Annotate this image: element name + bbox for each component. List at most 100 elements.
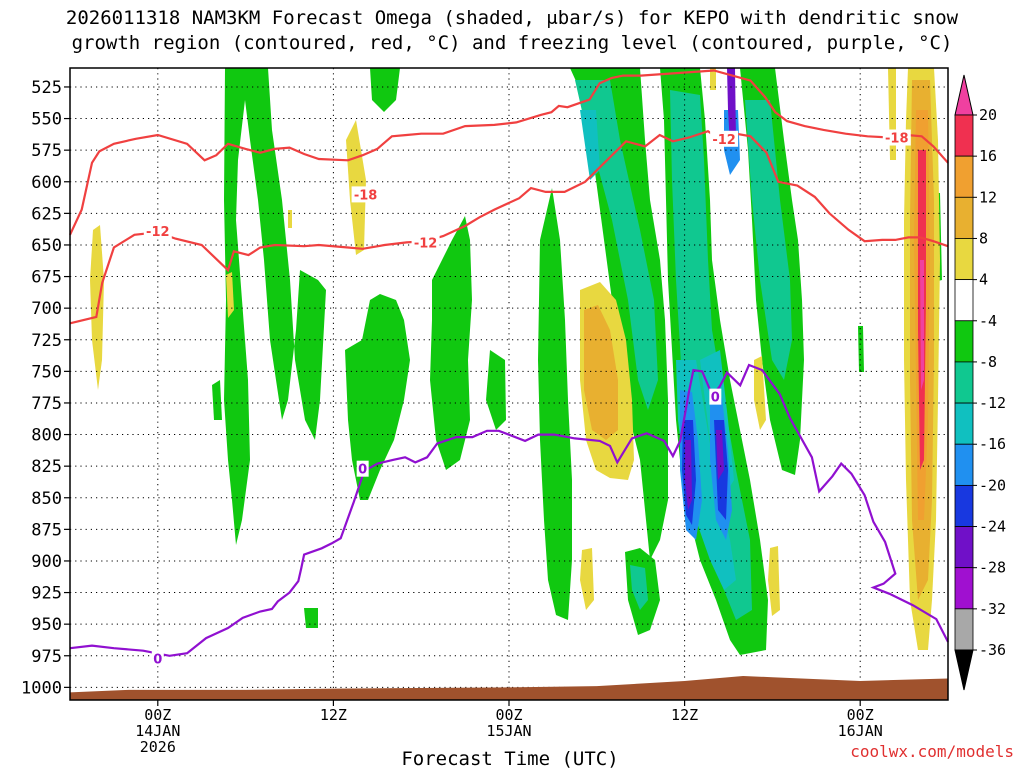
y-tick-label: 825 bbox=[31, 457, 62, 477]
colorbar-bottom-cap bbox=[954, 649, 974, 691]
credit-text: coolwx.com/models bbox=[850, 742, 1014, 761]
omega-shading-max-negative bbox=[685, 68, 736, 510]
shade-patch bbox=[710, 68, 716, 90]
omega-shading-max-positive bbox=[920, 260, 924, 390]
shade-patch bbox=[345, 294, 410, 500]
y-tick-label: 725 bbox=[31, 331, 62, 351]
x-axis-label: Forecast Time (UTC) bbox=[401, 748, 618, 768]
pressure-grid bbox=[70, 68, 948, 700]
y-tick-label: 875 bbox=[31, 520, 62, 540]
colorbar-label: -28 bbox=[979, 559, 1006, 577]
shade-patch bbox=[212, 380, 222, 420]
shade-patch bbox=[486, 350, 506, 430]
chart-title-line2: growth region (contoured, red, °C) and f… bbox=[72, 32, 953, 54]
colorbar-label: -32 bbox=[979, 600, 1006, 618]
y-tick-label: 575 bbox=[31, 141, 62, 161]
x-tick-label: 15JAN bbox=[486, 722, 531, 740]
contour-label: -18 bbox=[354, 188, 378, 203]
y-tick-label: 750 bbox=[31, 362, 62, 382]
y-tick-label: 525 bbox=[31, 78, 62, 98]
x-tick-label: 16JAN bbox=[838, 722, 883, 740]
contour-label: 0 bbox=[358, 463, 367, 478]
colorbar-label: 16 bbox=[979, 147, 997, 165]
x-tick-label: 2026 bbox=[140, 738, 176, 756]
colorbar-bin bbox=[954, 361, 974, 404]
shade-patch bbox=[858, 326, 864, 372]
y-axis-ticks: 525 550 575 600 625 650 675 700 725 750 775 800 825 8… bbox=[21, 78, 70, 698]
colorbar-label: -16 bbox=[979, 435, 1006, 453]
terrain-fill bbox=[70, 676, 948, 700]
x-tick-label: 12Z bbox=[320, 706, 347, 724]
y-tick-label: 625 bbox=[31, 204, 62, 224]
shade-patch bbox=[304, 608, 318, 628]
shade-patch bbox=[580, 548, 594, 610]
y-tick-label: 550 bbox=[31, 110, 62, 130]
contour-label-bg bbox=[882, 129, 911, 146]
shade-patch bbox=[224, 68, 326, 545]
colorbar-label: 20 bbox=[979, 106, 997, 124]
shade-patch bbox=[754, 356, 766, 430]
terrain bbox=[70, 676, 948, 700]
colorbar-bin bbox=[954, 238, 974, 281]
y-tick-label: 1000 bbox=[21, 678, 62, 698]
contour-label-bg bbox=[710, 130, 739, 147]
y-tick-label: 650 bbox=[31, 236, 62, 256]
colorbar-bin bbox=[954, 443, 974, 486]
x-tick-label: 00Z bbox=[847, 706, 874, 724]
colorbar-bin bbox=[954, 526, 974, 569]
omega-shading-weak-negative bbox=[212, 68, 942, 655]
contour-label-bg bbox=[351, 186, 380, 203]
x-tick-label: 14JAN bbox=[135, 722, 180, 740]
shade-patch bbox=[538, 188, 572, 620]
contour-label-bg bbox=[709, 388, 722, 405]
contour-label-bg bbox=[356, 460, 369, 477]
shade-patch bbox=[226, 272, 234, 318]
contour-label: 0 bbox=[711, 391, 720, 406]
shade-patch bbox=[430, 216, 472, 470]
shade-patch bbox=[768, 546, 780, 616]
contour-label: -12 bbox=[146, 225, 170, 240]
colorbar-bin bbox=[954, 484, 974, 527]
contour-label-bg bbox=[143, 223, 172, 240]
contour-label: -12 bbox=[712, 133, 736, 148]
colorbar-bin bbox=[954, 608, 974, 651]
shade-patch bbox=[685, 440, 692, 510]
dgz-minus18-contour bbox=[69, 69, 949, 236]
x-tick-label: 00Z bbox=[495, 706, 522, 724]
contour-label-bg bbox=[411, 234, 440, 251]
dgz-minus12-contour bbox=[69, 129, 949, 325]
colorbar-bin bbox=[954, 155, 974, 198]
y-tick-label: 675 bbox=[31, 268, 62, 288]
colorbar-label: -8 bbox=[979, 353, 997, 371]
shade-patch bbox=[580, 110, 600, 180]
y-tick-label: 925 bbox=[31, 584, 62, 604]
y-tick-label: 800 bbox=[31, 426, 62, 446]
contour-label-bg bbox=[151, 650, 164, 667]
y-tick-label: 900 bbox=[31, 552, 62, 572]
shade-patch bbox=[584, 305, 618, 440]
colorbar-bin bbox=[954, 196, 974, 239]
shade-patch bbox=[920, 260, 924, 390]
contour-label: 0 bbox=[153, 652, 162, 667]
y-tick-label: 850 bbox=[31, 489, 62, 509]
y-tick-label: 975 bbox=[31, 647, 62, 667]
shade-patch bbox=[745, 100, 792, 380]
colorbar-label: -36 bbox=[979, 641, 1006, 659]
shade-patch bbox=[630, 565, 648, 610]
x-tick-label: 00Z bbox=[144, 706, 171, 724]
shade-patch bbox=[727, 68, 736, 145]
y-tick-label: 775 bbox=[31, 394, 62, 414]
colorbar-bin bbox=[954, 402, 974, 445]
colorbar-label: -12 bbox=[979, 394, 1006, 412]
y-tick-label: 700 bbox=[31, 299, 62, 319]
shade-patch bbox=[288, 210, 292, 228]
colorbar-label: 12 bbox=[979, 188, 997, 206]
colorbar-bin bbox=[954, 567, 974, 610]
y-tick-label: 600 bbox=[31, 173, 62, 193]
colorbar-top-cap bbox=[954, 74, 974, 116]
colorbar-label: -20 bbox=[979, 476, 1006, 494]
contour-labels: -12 -18 -12 -12 -18 0 0 0 bbox=[143, 129, 911, 667]
colorbar-label: 8 bbox=[979, 229, 988, 247]
